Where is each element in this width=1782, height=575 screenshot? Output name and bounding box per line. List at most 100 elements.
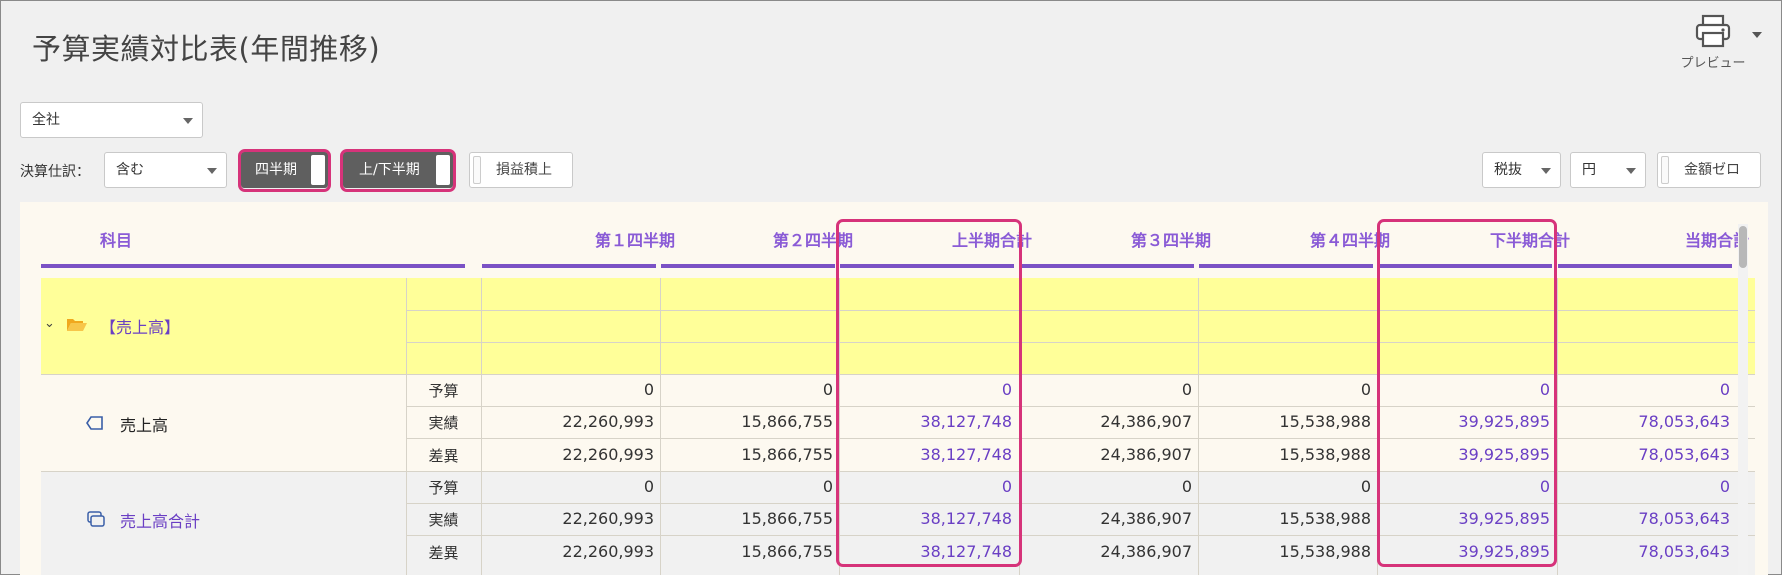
account-total-icon [87, 511, 105, 527]
unit-select[interactable]: 円 [1570, 152, 1646, 188]
value-cell-total[interactable]: 0 [1719, 476, 1730, 496]
settlement-select-value: 含む [116, 162, 144, 178]
zero-amount-button[interactable]: 金額ゼロ [1657, 152, 1761, 188]
report-table: 科目 第１四半期 第２四半期 上半期合計 第３四半期 第４四半期 下半期合計 当… [20, 202, 1768, 575]
header-underline [661, 264, 835, 268]
item-row-sales-total[interactable] [41, 471, 1755, 575]
header-total: 当期合計 [1684, 231, 1749, 250]
pl-accumulate-label: 損益積上 [496, 162, 552, 178]
tax-select-value: 税抜 [1494, 162, 1522, 178]
pl-accumulate-button[interactable]: 損益積上 [469, 152, 573, 188]
header-underline [482, 264, 656, 268]
header-q3: 第３四半期 [1130, 231, 1211, 250]
quarter-toggle[interactable]: 四半期 [241, 152, 328, 188]
header-q2: 第２四半期 [772, 231, 853, 250]
toggle-knob [311, 155, 325, 185]
chevron-down-icon [1626, 168, 1636, 174]
scope-select[interactable]: 全社 [20, 102, 203, 138]
header-underline [41, 264, 465, 268]
row-type-label: 実績 [428, 511, 459, 530]
half-toggle-label: 上/下半期 [359, 162, 420, 178]
value-cell-h1[interactable]: 38,127,748 [920, 412, 1012, 432]
value-cell-q1: 0 [643, 380, 654, 399]
row-type-label: 実績 [428, 414, 459, 433]
value-cell-q3: 0 [1181, 380, 1192, 399]
value-cell-q4: 0 [1360, 380, 1371, 399]
value-cell-q1: 22,260,993 [562, 541, 654, 561]
value-cell-q3: 24,386,907 [1100, 541, 1192, 561]
value-cell-h2[interactable]: 0 [1539, 476, 1550, 496]
value-cell-q4: 15,538,988 [1279, 509, 1371, 529]
chevron-down-icon [183, 118, 193, 124]
header-underline [840, 264, 1014, 268]
value-cell-h1[interactable]: 0 [1001, 380, 1012, 399]
row-divider [406, 503, 1755, 504]
value-cell-q2: 0 [822, 380, 833, 399]
value-cell-total[interactable]: 78,053,643 [1638, 541, 1730, 561]
toggle-knob [473, 156, 481, 184]
col-divider [1557, 278, 1558, 575]
row-type-label: 予算 [428, 382, 459, 400]
header-h2: 下半期合計 [1489, 231, 1570, 250]
value-cell-q4: 15,538,988 [1279, 541, 1371, 561]
row-type-label: 予算 [428, 478, 459, 497]
value-cell-total[interactable]: 78,053,643 [1638, 509, 1730, 529]
chevron-down-icon[interactable]: ⌄ [44, 316, 55, 331]
value-cell-h2[interactable]: 39,925,895 [1458, 509, 1550, 529]
folder-open-icon [67, 319, 87, 331]
scrollbar-thumb[interactable] [1739, 226, 1747, 268]
value-cell-q2: 15,866,755 [741, 509, 833, 529]
chevron-down-icon [207, 168, 217, 174]
value-cell-h1[interactable]: 38,127,748 [920, 541, 1012, 561]
header-subject: 科目 [100, 231, 133, 250]
header-underline [1378, 264, 1552, 268]
header-underline [1020, 264, 1194, 268]
chevron-down-icon [1541, 168, 1551, 174]
row-type-label: 差異 [428, 543, 459, 562]
col-divider [481, 278, 482, 575]
row-divider [406, 406, 1755, 407]
item-label: 売上高合計 [120, 512, 201, 531]
preview-button[interactable]: プレビュー [1665, 14, 1761, 71]
group-label: 【売上高】 [100, 318, 181, 337]
page-title: 予算実績対比表(年間推移) [32, 32, 381, 66]
unit-select-value: 円 [1582, 162, 1596, 178]
value-cell-total[interactable]: 78,053,643 [1638, 444, 1730, 464]
row-type-label: 差異 [428, 446, 459, 465]
value-cell-q2: 15,866,755 [741, 541, 833, 561]
value-cell-total[interactable]: 78,053,643 [1638, 412, 1730, 432]
value-cell-q1: 0 [643, 476, 654, 496]
tax-select[interactable]: 税抜 [1482, 152, 1561, 188]
value-cell-h2[interactable]: 39,925,895 [1458, 444, 1550, 464]
value-cell-q3: 24,386,907 [1100, 412, 1192, 432]
value-cell-h1[interactable]: 38,127,748 [920, 444, 1012, 464]
item-label: 売上高 [120, 416, 169, 435]
value-cell-h1[interactable]: 38,127,748 [920, 509, 1012, 529]
value-cell-h1[interactable]: 0 [1001, 476, 1012, 496]
group-row-sales[interactable] [41, 278, 1755, 374]
value-cell-q1: 22,260,993 [562, 444, 654, 464]
value-cell-q3: 24,386,907 [1100, 509, 1192, 529]
value-cell-h2[interactable]: 39,925,895 [1458, 541, 1550, 561]
value-cell-q2: 15,866,755 [741, 444, 833, 464]
value-cell-h2[interactable]: 39,925,895 [1458, 412, 1550, 432]
toggle-knob [1661, 156, 1669, 184]
value-cell-total[interactable]: 0 [1719, 380, 1730, 399]
header-h1: 上半期合計 [951, 231, 1032, 250]
settlement-select[interactable]: 含む [104, 152, 227, 188]
value-cell-q1: 22,260,993 [562, 412, 654, 432]
value-cell-q4: 0 [1360, 476, 1371, 496]
header-q4: 第４四半期 [1309, 231, 1390, 250]
vertical-scrollbar[interactable] [1738, 224, 1748, 575]
value-cell-h2[interactable]: 0 [1539, 380, 1550, 399]
zero-amount-label: 金額ゼロ [1684, 162, 1740, 178]
row-divider [41, 471, 1755, 472]
value-cell-q3: 0 [1181, 476, 1192, 496]
value-cell-q1: 22,260,993 [562, 509, 654, 529]
half-toggle[interactable]: 上/下半期 [343, 152, 453, 188]
preview-menu-caret[interactable] [1752, 32, 1762, 38]
toggle-knob [436, 155, 450, 185]
header-underline [1199, 264, 1373, 268]
item-row-sales[interactable] [41, 374, 1755, 471]
printer-icon [1695, 14, 1731, 48]
